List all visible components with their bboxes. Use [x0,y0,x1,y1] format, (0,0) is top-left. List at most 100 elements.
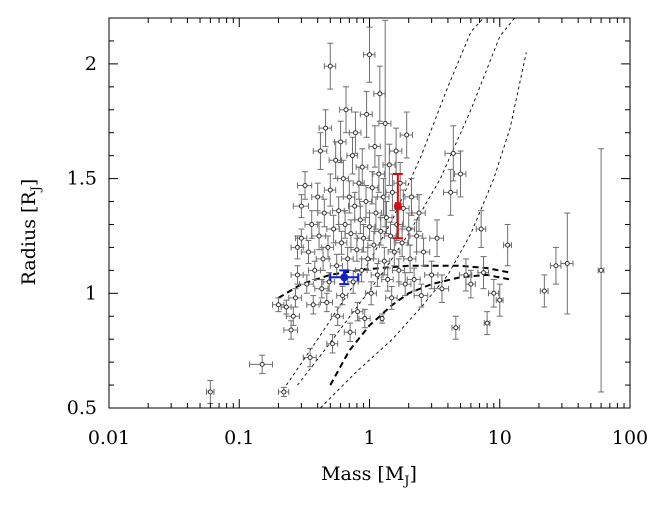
model-curve-thick [329,273,511,386]
planet-marker [346,194,352,200]
planet-point [363,212,376,242]
planet-point [294,228,308,248]
planet-marker [391,249,397,255]
planet-point [483,311,491,336]
planet-point [318,109,332,147]
planet-marker [283,304,289,310]
planet-marker [362,316,368,322]
planet-marker [356,180,362,186]
planet-marker [411,277,417,283]
planet-marker [325,244,331,250]
planet-point [336,285,349,306]
planet-marker [416,210,422,216]
planet-marker [491,290,497,296]
planet-marker [323,125,329,131]
planet-marker [368,290,374,296]
planet-marker [304,281,310,287]
planet-marker [429,272,435,278]
planet-marker [385,277,391,283]
model-curve-thin [320,52,527,408]
planet-point [339,86,353,134]
planet-marker [564,260,570,266]
planet-point [351,301,364,322]
planet-marker [400,205,406,211]
planet-point [477,256,490,290]
planet-point [348,111,362,154]
axis-ticks [108,17,631,409]
planet-marker [331,226,337,232]
planet-point [337,159,350,198]
planet-point [385,285,398,310]
planet-point [326,334,339,354]
planet-marker [369,185,375,191]
known-planets [205,19,605,404]
planet-marker [463,272,469,278]
planet-marker [298,203,304,209]
planet-marker [342,221,348,227]
planet-point [443,168,458,216]
planet-marker [468,281,474,287]
planet-marker [450,150,456,156]
planet-marker [330,341,336,347]
planet-point [503,223,512,267]
planet-marker [373,210,379,216]
x-tick-label: 100 [612,427,648,449]
planet-marker [367,224,372,230]
planet-marker [376,171,382,177]
planet-point [330,306,344,326]
planet-marker [458,171,464,177]
planet-marker [404,132,410,138]
planet-point [307,260,321,281]
planet-marker [259,361,265,367]
planet-marker [349,153,355,159]
planet-point [300,240,316,264]
planet-marker [334,263,340,269]
planet-point [378,19,392,228]
planet-point [369,196,383,230]
planet-marker [393,148,399,154]
planet-marker [374,272,380,278]
planet-point [433,274,450,303]
planet-marker [355,309,361,315]
planet-marker [553,263,559,269]
planet-marker [389,189,395,195]
planet-marker [453,325,459,331]
planet-marker [361,235,367,241]
y-tick-labels: 0.5 1 1.5 2 [67,53,97,419]
planet-marker [207,389,213,395]
highlight-planet-red [392,173,403,240]
planet-marker [505,242,511,248]
planet-point [398,272,412,297]
planet-marker [290,313,296,319]
planet-marker [320,256,326,262]
y-tick-label: 0.5 [67,397,97,419]
planet-marker [312,267,318,273]
planet-marker [418,293,424,299]
planet-point [406,267,421,292]
planet-point [363,26,376,83]
planet-marker [327,63,333,69]
y-tick-label: 1 [85,282,97,304]
planet-point [317,198,331,228]
planet-marker [497,297,503,303]
planet-marker [396,267,402,273]
x-tick-label: 1 [363,427,375,449]
planet-point [539,274,549,308]
planet-point [399,111,414,159]
planet-marker [541,288,547,294]
planet-point [413,283,429,308]
planet-marker [305,249,311,255]
planet-marker [335,313,341,319]
planet-marker [359,164,365,170]
planet-point [319,292,334,313]
planet-point [381,267,394,292]
planet-point [334,120,347,164]
planet-marker [354,247,360,253]
planet-point [475,210,487,248]
planet-marker [379,316,385,322]
planet-marker [382,121,388,127]
planet-marker [388,233,394,239]
planet-marker [302,182,308,188]
